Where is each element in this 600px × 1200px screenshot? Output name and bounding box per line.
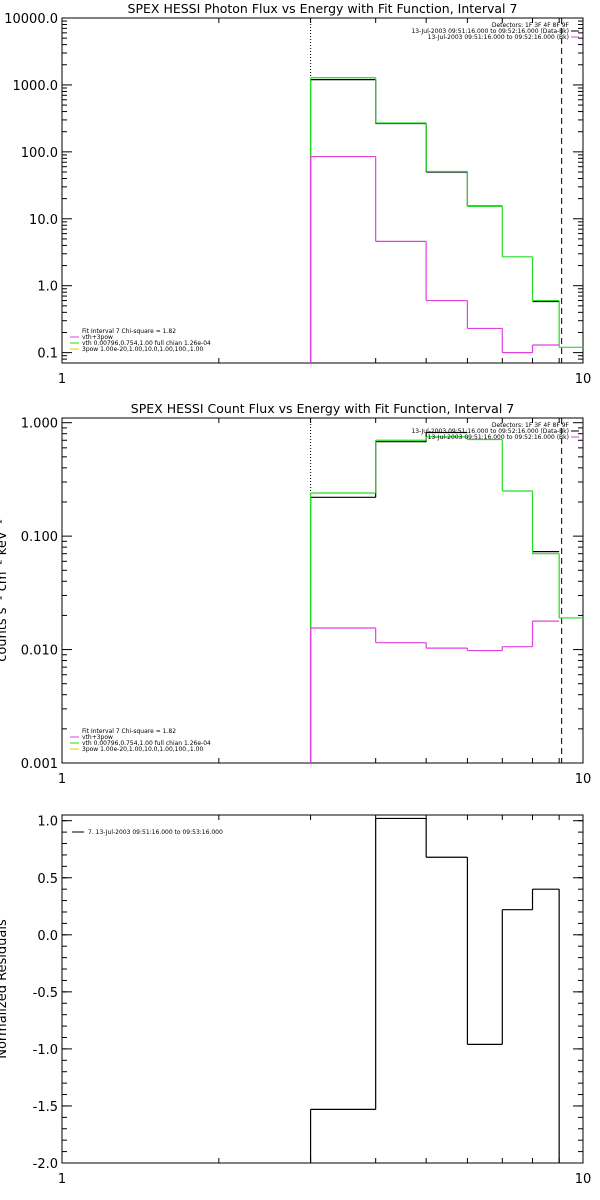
legend-entry: 7. 13-Jul-2003 09:51:16.000 to 09:53:16.…	[88, 829, 223, 836]
legend-entry: Fit Interval 7 Chi-square = 1.82	[82, 728, 176, 735]
x-tick-label: 10	[575, 1172, 592, 1187]
y-tick-label: 1.0	[37, 280, 58, 295]
y-tick-label: 0.5	[37, 872, 58, 887]
legend-entry: vth 0.00796,0.754,1.00 full chian 1.26e-…	[82, 740, 211, 747]
y-tick-label: 1000.0	[13, 79, 59, 94]
x-tick-label: 1	[58, 772, 66, 787]
y-tick-label: -2.0	[33, 1157, 58, 1172]
header-line: Detectors: 1F 3F 4F 8F 9F	[492, 422, 570, 429]
legend-entry: Fit Interval 7 Chi-square = 1.82	[82, 328, 176, 335]
x-tick-label: 10	[575, 772, 592, 787]
axes-frame	[61, 17, 584, 364]
y-tick-label: -1.5	[33, 1100, 58, 1115]
x-tick-label: 1	[58, 372, 66, 387]
header-line: 13-Jul-2003 09:51:16.000 to 09:52:16.000…	[428, 434, 569, 441]
x-minor-ticks	[218, 18, 560, 363]
series-component	[309, 155, 560, 363]
panel-3: -2.0 -1.5 -1.0 -0.5 0.0 0.5 1.0 1 10 Normalized R…	[0, 814, 592, 1187]
y-tick-label: 0.0	[37, 929, 58, 944]
x-minor-ticks	[218, 815, 560, 1163]
y-tick-label: 0.001	[21, 757, 58, 772]
y-tick-label: -1.0	[33, 1043, 58, 1058]
series-data	[309, 79, 560, 363]
series-total	[309, 436, 583, 763]
x-minor-ticks	[218, 418, 560, 763]
series-component	[309, 620, 560, 763]
y-tick-label: 0.100	[21, 530, 58, 545]
legend-entry: 3pow 1.00e-20,1.00,10.0,1.00,100.,1.00	[82, 746, 203, 753]
series-total	[309, 77, 583, 363]
legend-entry: 3pow 1.00e-20,1.00,10.0,1.00,100.,1.00	[82, 346, 203, 353]
y-tick-label: 0.1	[37, 347, 58, 362]
y-minor-ticks	[62, 427, 583, 730]
y-tick-label: -0.5	[33, 986, 58, 1001]
panel-1-title: SPEX HESSI Photon Flux vs Energy with Fi…	[128, 1, 518, 16]
panel-2: SPEX HESSI Count Flux vs Energy with Fit…	[0, 401, 591, 787]
header-line: Detectors: 1F 3F 4F 8F 9F	[492, 22, 570, 29]
panel-2-title: SPEX HESSI Count Flux vs Energy with Fit…	[131, 401, 514, 416]
y-axis-label: Normalized Residuals	[0, 919, 10, 1059]
axes-frame	[61, 814, 584, 1164]
x-tick-label: 1	[58, 1172, 66, 1187]
y-tick-label: 1.000	[21, 417, 58, 432]
y-minor-ticks	[62, 820, 583, 1164]
header-line: 13-Jul-2003 09:51:16.000 to 09:52:16.000…	[411, 428, 569, 435]
x-tick-label: 10	[575, 372, 592, 387]
y-tick-label: 0.010	[21, 644, 58, 659]
y-minor-ticks	[62, 20, 583, 364]
series-data	[309, 431, 560, 763]
y-tick-label: 100.0	[21, 146, 58, 161]
header-line: 13-Jul-2003 09:51:16.000 to 09:52:16.000…	[428, 34, 569, 41]
y-axis-label: counts s⁻¹ cm⁻² keV⁻¹	[0, 519, 10, 662]
legend-entry: vth+3pow	[82, 334, 113, 341]
legend-entry: vth+3pow	[82, 734, 113, 741]
header-line: 13-Jul-2003 09:51:16.000 to 09:52:16.000…	[411, 28, 569, 35]
y-tick-label: 1.0	[37, 815, 58, 830]
legend-entry: vth 0.00796,0.754,1.00 full chian 1.26e-…	[82, 340, 211, 347]
y-tick-label: 10.0	[29, 213, 58, 228]
axes-frame	[61, 417, 584, 764]
y-tick-label: 10000.0	[4, 12, 58, 27]
panel-1: SPEX HESSI Photon Flux vs Energy with Fi…	[4, 1, 591, 387]
series-residual	[309, 817, 560, 1163]
